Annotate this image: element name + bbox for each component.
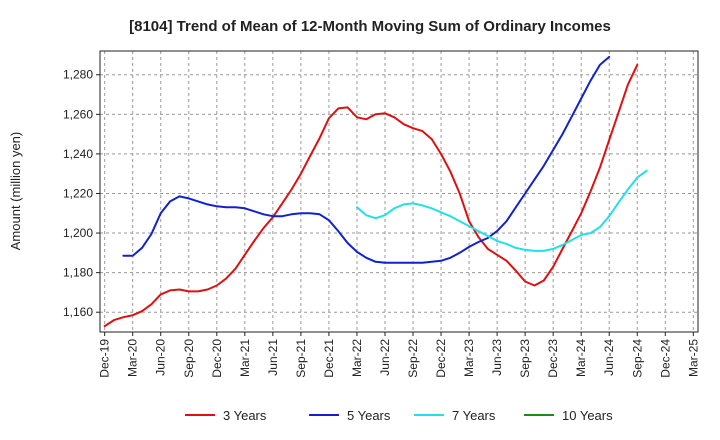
x-tick-label: Jun-24 xyxy=(602,339,616,376)
y-tick-label: 1,240 xyxy=(63,147,93,161)
y-tick-label: 1,280 xyxy=(63,68,93,82)
x-tick-label: Jun-20 xyxy=(154,339,168,376)
x-tick-label: Mar-22 xyxy=(350,339,364,377)
x-tick-label: Dec-22 xyxy=(434,339,448,378)
series-line-5-years xyxy=(122,55,611,264)
x-tick-label: Sep-22 xyxy=(406,339,420,378)
y-tick-label: 1,160 xyxy=(63,305,93,319)
legend-label-3-years: 3 Years xyxy=(223,408,267,423)
y-tick-label: 1,200 xyxy=(63,226,93,240)
x-tick-label: Sep-20 xyxy=(182,339,196,378)
x-axis-ticks: Dec-19 Mar-20 Jun-20 Sep-20 Dec-20 Mar-21 Jun-… xyxy=(98,332,700,378)
legend-label-5-years: 5 Years xyxy=(347,408,391,423)
x-tick-label: Mar-23 xyxy=(462,339,476,377)
y-tick-label: 1,180 xyxy=(63,266,93,280)
series-layer xyxy=(103,55,648,328)
legend: 3 Years 5 Years 7 Years 10 Years xyxy=(185,408,613,423)
series-line-3-years xyxy=(103,63,639,328)
x-tick-label: Jun-21 xyxy=(266,339,280,376)
x-tick-label: Mar-24 xyxy=(574,339,588,377)
x-tick-label: Dec-19 xyxy=(98,339,112,378)
series-line-7-years xyxy=(356,169,648,252)
x-tick-label: Dec-24 xyxy=(658,339,672,378)
x-tick-label: Sep-23 xyxy=(518,339,532,378)
x-tick-label: Jun-22 xyxy=(378,339,392,376)
x-tick-label: Dec-23 xyxy=(546,339,560,378)
plot-frame xyxy=(99,50,699,333)
x-tick-label: Dec-21 xyxy=(322,339,336,378)
y-tick-label: 1,220 xyxy=(63,186,93,200)
legend-label-10-years: 10 Years xyxy=(562,408,613,423)
x-tick-label: Jun-23 xyxy=(490,339,504,376)
y-tick-label: 1,260 xyxy=(63,107,93,121)
x-tick-label: Mar-25 xyxy=(686,339,700,377)
chart-title: [8104] Trend of Mean of 12-Month Moving … xyxy=(129,18,611,35)
y-axis-label: Amount (million yen) xyxy=(8,132,23,251)
x-tick-label: Sep-24 xyxy=(630,339,644,378)
x-tick-label: Dec-20 xyxy=(210,339,224,378)
x-tick-label: Mar-20 xyxy=(126,339,140,377)
grid-layer xyxy=(100,51,698,332)
x-tick-label: Sep-21 xyxy=(294,339,308,378)
legend-label-7-years: 7 Years xyxy=(452,408,496,423)
x-tick-label: Mar-21 xyxy=(238,339,252,377)
y-axis-ticks: 1,160 1,180 1,200 1,220 1,240 1,260 1,280 xyxy=(63,68,100,319)
